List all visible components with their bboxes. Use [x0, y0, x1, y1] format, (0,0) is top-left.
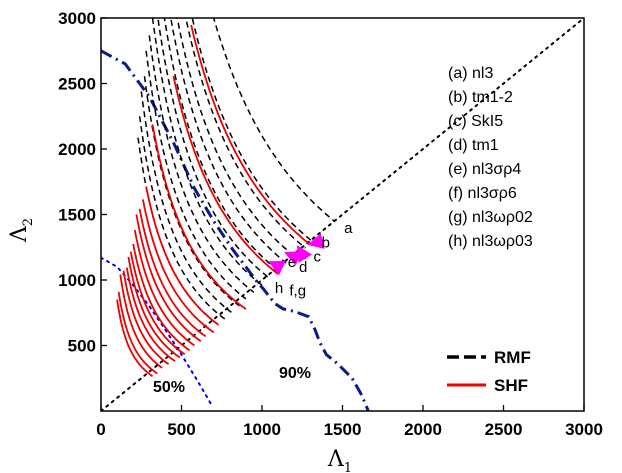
legend-shf-label: SHF [494, 376, 528, 395]
model-list-item: (a) nl3 [448, 65, 493, 82]
rmf-curve-d [176, 18, 297, 258]
rmf-curve-h [140, 91, 232, 313]
plot-area [101, 18, 584, 411]
y-tick-label: 3000 [58, 9, 96, 28]
x-tick-label: 2500 [485, 420, 523, 439]
point-label: e [288, 254, 296, 271]
rmf-curve-g [145, 50, 247, 300]
y-axis-ticks: 500 1000 1500 2000 2500 3000 [58, 9, 107, 356]
model-list-item: (b) tm1-2 [448, 89, 513, 106]
x-tick-label: 3000 [565, 420, 603, 439]
reference-lines [101, 18, 584, 411]
svg-text:Λ2: Λ2 [7, 218, 36, 243]
y-tick-label: 2000 [58, 140, 96, 159]
y-tick-label: 2500 [58, 75, 96, 94]
model-list-item: (f) nl3σρ6 [448, 185, 517, 202]
rmf-curve-f [148, 35, 255, 293]
rmf-curve-7 [151, 18, 263, 286]
reference-line-diagonal [101, 18, 584, 411]
rmf-curve-e [157, 18, 271, 280]
shf-curve-13 [119, 274, 163, 369]
shf-curve-11 [125, 267, 176, 362]
annotation-90: 90% [279, 365, 311, 382]
model-list-item: (c) SkI5 [448, 113, 503, 130]
rmf-curve-b [191, 18, 314, 243]
shf-curve-1 [172, 75, 279, 275]
shf-curve-8 [132, 243, 191, 352]
legend-rmf-label: RMF [494, 348, 531, 367]
point-label: a [344, 220, 353, 237]
shf-curve-14 [117, 291, 158, 375]
model-list-item: (e) nl3σρ4 [448, 161, 521, 178]
point-label: b [322, 234, 330, 251]
x-axis-title-sub: 1 [344, 461, 352, 473]
model-list-item: (h) nl3ωρ03 [448, 233, 533, 250]
rmf-curve-5 [163, 18, 279, 272]
y-axis-title: Λ2 [7, 218, 36, 243]
y-tick-label: 1500 [58, 206, 96, 225]
model-list-item: (g) nl3ωρ02 [448, 209, 533, 226]
rmf-curve-4 [170, 18, 287, 264]
y-tick-label: 1000 [58, 271, 96, 290]
x-tick-label: 0 [96, 420, 105, 439]
x-tick-label: 500 [167, 420, 195, 439]
y-tick-label: 500 [68, 337, 96, 356]
shf-curve-10 [127, 256, 181, 359]
y-axis-title-sub: 2 [21, 218, 36, 226]
y-axis-title-main: Λ [7, 225, 32, 243]
x-axis-ticks: 0 500 1000 1500 2000 2500 3000 [96, 405, 603, 439]
shf-curve-2 [151, 124, 247, 310]
shf-curve-0 [190, 24, 311, 246]
x-tick-label: 1000 [243, 420, 281, 439]
rmf-curve-12 [138, 116, 226, 320]
shf-curve-3 [145, 186, 220, 326]
rmf-curve-c [185, 18, 306, 249]
shf-curve-9 [129, 251, 186, 356]
point-label: f,g [289, 283, 306, 300]
shf-curve-12 [122, 270, 170, 365]
x-tick-label: 2000 [404, 420, 442, 439]
model-list: (a) nl3 (b) tm1-2 (c) SkI5 (d) tm1 (e) nl3σρ… [448, 65, 533, 250]
pointer-arrow [284, 250, 302, 266]
legend: RMF SHF [447, 348, 531, 395]
shf-curves [116, 24, 311, 377]
shf-curve-7 [133, 229, 195, 347]
pointer-arrow [296, 245, 313, 263]
rmf-curve-a [212, 18, 335, 222]
reference-line-50-percent [101, 256, 212, 405]
model-list-item: (d) tm1 [448, 137, 499, 154]
point-label: c [314, 249, 322, 266]
point-label: d [299, 259, 307, 276]
pointer-arrow [268, 260, 286, 276]
svg-text:Λ1: Λ1 [327, 447, 352, 473]
shf-curve-5 [138, 208, 207, 338]
pointer-arrow [307, 233, 326, 249]
shf-curve-15 [116, 299, 153, 377]
x-tick-label: 1500 [324, 420, 362, 439]
arrows [268, 233, 326, 276]
shf-curve-6 [135, 214, 202, 343]
x-axis-title: Λ1 [327, 447, 352, 473]
x-axis-title-main: Λ [327, 447, 345, 472]
shf-curve-4 [142, 199, 215, 334]
annotation-50: 50% [153, 379, 185, 396]
point-label: h [275, 280, 283, 297]
